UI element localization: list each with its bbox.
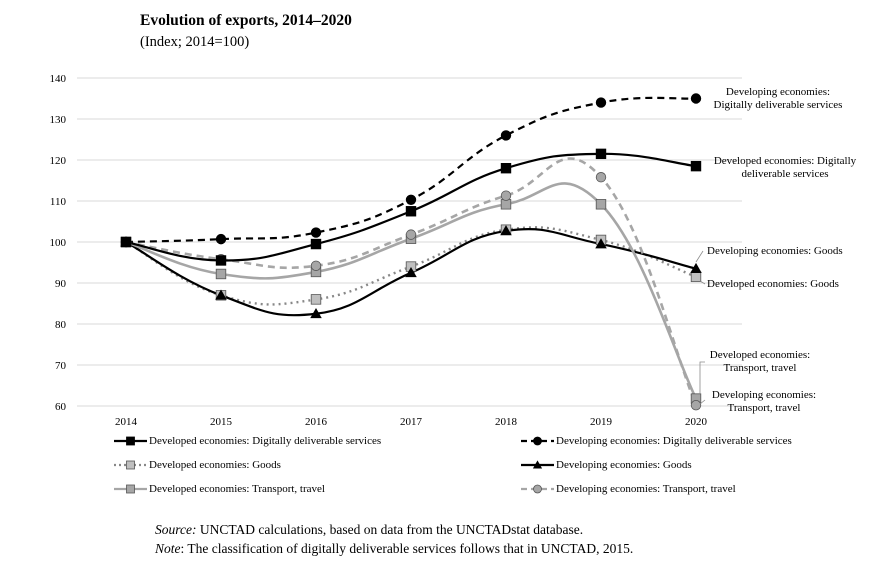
legend-label: Developing economies: Transport, travel (556, 483, 736, 495)
annotation-label: Developed economies: Digitally (714, 155, 857, 167)
annotation-label: Developed economies: Goods (707, 278, 839, 290)
note-label: Note (155, 541, 181, 556)
x-tick-label: 2018 (495, 416, 518, 428)
data-point (120, 236, 132, 248)
legend-swatch-dev-dds (114, 436, 147, 446)
data-point (500, 162, 512, 174)
annotation-leader (695, 250, 704, 263)
data-point (690, 262, 702, 273)
series-line-dvg-tt (125, 157, 698, 406)
legend-swatch-dev-tt (114, 484, 147, 494)
data-point (215, 268, 227, 280)
annotation-leader (699, 399, 706, 405)
data-point (405, 229, 417, 240)
note-text: : The classification of digitally delive… (180, 541, 634, 556)
data-point (595, 238, 607, 249)
x-tick-label: 2019 (590, 416, 613, 428)
x-tick-label: 2015 (210, 416, 233, 428)
data-point (500, 225, 512, 236)
legend-swatch-dvg-tt (521, 484, 554, 494)
x-axis-ticks: 2014 2015 2016 2017 2018 2019 2020 (115, 416, 708, 428)
series-annotations: Developing economies:Digitally deliverab… (695, 86, 857, 414)
data-point (405, 206, 417, 217)
source-note: Source: UNCTAD calculations, based on da… (155, 522, 583, 538)
annotation-leader (699, 280, 706, 285)
annotation-leader (699, 361, 705, 394)
legend-marker (126, 436, 135, 446)
y-tick-label: 100 (50, 237, 67, 249)
legend-label: Developing economies: Digitally delivera… (556, 435, 792, 447)
data-point (690, 160, 702, 172)
data-point (595, 172, 607, 183)
y-tick-label: 130 (50, 114, 67, 126)
y-tick-label: 70 (55, 360, 67, 372)
line-chart: 60 70 80 90 100 110 120 130 140 2014 2015 2016 2017… (50, 73, 857, 428)
legend-marker (533, 436, 542, 446)
data-point (690, 93, 702, 104)
data-point (595, 148, 607, 160)
legend-label: Developed economies: Transport, travel (149, 483, 325, 495)
source-label: Source: (155, 522, 197, 537)
legend-marker (533, 484, 542, 494)
legend-item-dvg-goods: Developing economies: Goods (520, 458, 860, 472)
data-point (310, 294, 322, 305)
y-tick-label: 120 (50, 155, 67, 167)
data-point (310, 227, 322, 238)
legend-marker (532, 460, 543, 469)
annotation-label: Developing economies: Goods (707, 245, 843, 257)
y-tick-label: 60 (55, 401, 67, 413)
legend-marker (126, 460, 135, 470)
legend-item-dvg-dds: Developing economies: Digitally delivera… (520, 434, 860, 448)
legend-item-dev-tt: Developed economies: Transport, travel (113, 482, 433, 496)
legend-marker (126, 484, 135, 494)
data-point (690, 271, 702, 283)
series-markers (120, 93, 702, 411)
series-lines (125, 96, 698, 406)
data-point (310, 238, 322, 250)
x-tick-label: 2020 (685, 416, 708, 428)
data-point (595, 199, 607, 210)
x-tick-label: 2016 (305, 416, 328, 428)
data-point (215, 289, 227, 300)
legend-item-dev-goods: Developed economies: Goods (113, 458, 433, 472)
classification-note: Note: The classification of digitally de… (155, 541, 633, 557)
data-point (405, 194, 417, 205)
legend-label: Developed economies: Goods (149, 459, 281, 471)
y-tick-label: 80 (55, 319, 67, 331)
annotation-label: Digitally deliverable services (714, 99, 843, 111)
data-point (405, 267, 417, 278)
annotation-label: Developing economies: (726, 86, 830, 98)
data-point (690, 399, 702, 411)
y-tick-label: 140 (50, 73, 67, 85)
data-point (310, 308, 322, 319)
data-point (310, 260, 322, 271)
gridlines (77, 77, 742, 407)
data-point (500, 190, 512, 201)
legend-label: Developed economies: Digitally deliverab… (149, 435, 382, 447)
annotation-label: Transport, travel (724, 362, 797, 374)
annotation-label: Transport, travel (728, 402, 801, 414)
data-point (595, 97, 607, 108)
y-tick-label: 90 (55, 278, 67, 290)
legend-item-dev-dds: Developed economies: Digitally deliverab… (113, 434, 433, 448)
chart-title: Evolution of exports, 2014–2020 (140, 12, 352, 29)
annotation-label: Developed economies: (710, 349, 811, 361)
data-point (215, 255, 227, 266)
legend-item-dvg-tt: Developing economies: Transport, travel (520, 482, 860, 496)
annotation-label: deliverable services (741, 168, 828, 180)
x-tick-label: 2017 (400, 416, 423, 428)
chart-subtitle: (Index; 2014=100) (140, 34, 250, 50)
annotation-label: Developing economies: (712, 389, 816, 401)
data-point (500, 199, 512, 210)
legend-swatch-dvg-dds (521, 436, 554, 446)
legend-swatch-dvg-goods (521, 460, 554, 469)
source-text: UNCTAD calculations, based on data from … (196, 522, 584, 537)
data-point (215, 233, 227, 245)
legend-label: Developing economies: Goods (556, 459, 692, 471)
legend-swatch-dev-goods (114, 460, 147, 470)
x-tick-label: 2014 (115, 416, 138, 428)
y-tick-label: 110 (50, 196, 67, 208)
data-point (500, 130, 512, 141)
y-axis-ticks: 60 70 80 90 100 110 120 130 140 (50, 73, 67, 413)
